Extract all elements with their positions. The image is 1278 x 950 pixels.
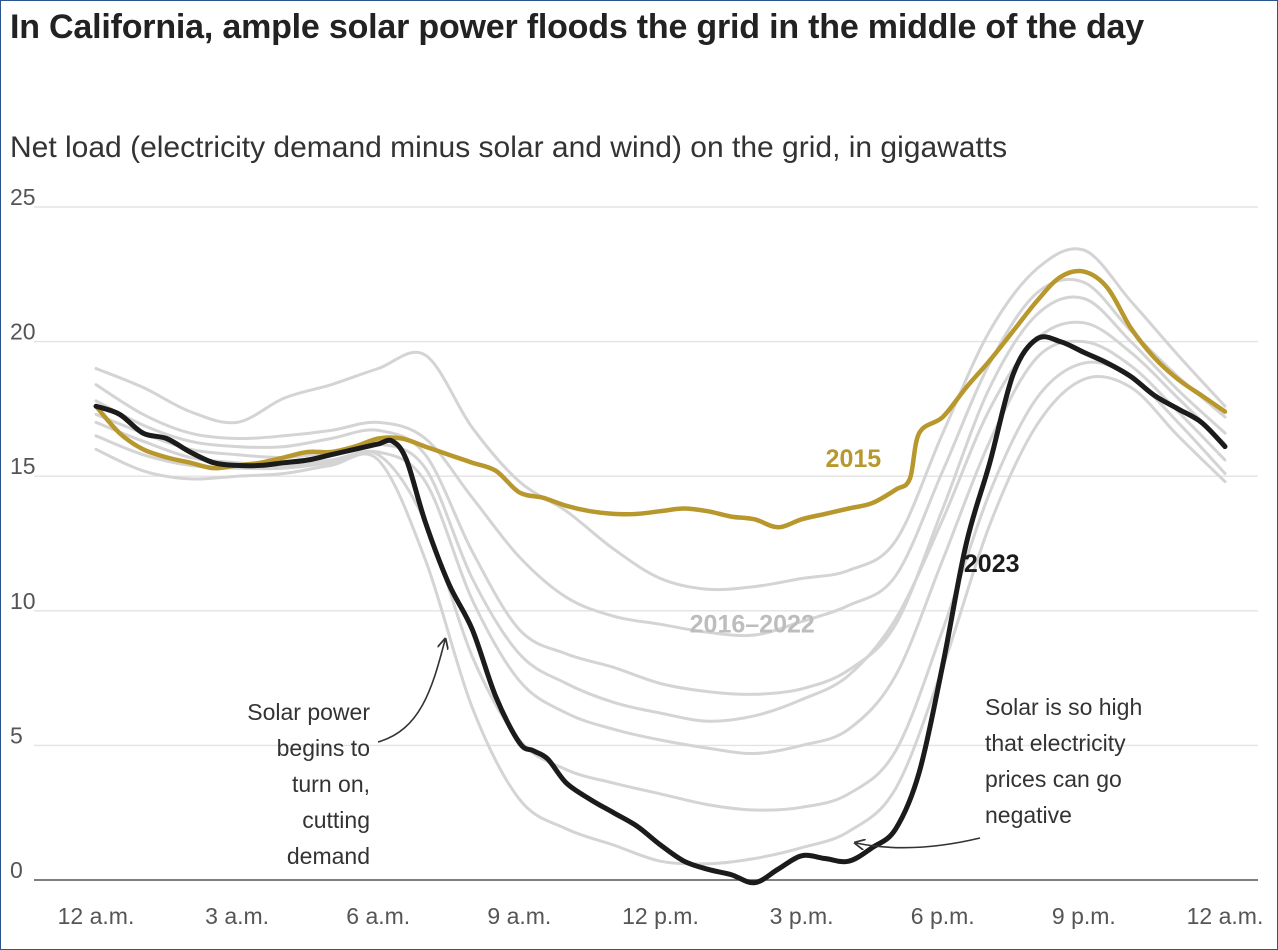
annotation-solar-turns-on: Solar power begins to turn on, cutting deman…	[247, 699, 370, 869]
series-line-2015	[93, 268, 1228, 530]
x-tick-label: 12 a.m.	[58, 903, 135, 929]
y-tick-label: 0	[10, 857, 23, 883]
y-axis-tick-labels: 0 5 10 15 20 25	[10, 184, 36, 883]
y-tick-label: 15	[10, 453, 36, 479]
chart-subtitle: Net load (electricity demand minus solar…	[10, 131, 1008, 164]
x-tick-label: 6 p.m.	[911, 903, 975, 929]
x-tick-label: 3 p.m.	[770, 903, 834, 929]
series-line-2016-2022-4	[94, 320, 1227, 723]
series-line-2016-2022-1	[94, 247, 1227, 592]
annotations: Solar power begins to turn on, cutting deman…	[247, 640, 1142, 869]
series-label-2016-2022: 2016–2022	[690, 610, 815, 638]
x-tick-label: 9 p.m.	[1052, 903, 1116, 929]
annotation-negative-prices: Solar is so high that electricity prices c…	[985, 694, 1142, 828]
series-labels: 2015 2023 2016–2022	[690, 445, 1020, 639]
x-tick-label: 12 p.m.	[622, 903, 699, 929]
series-line-2023	[93, 334, 1228, 886]
x-axis-tick-labels: 12 a.m. 3 a.m. 6 a.m. 9 a.m. 12 p.m. 3 p.m. 6 …	[58, 903, 1264, 929]
y-tick-label: 20	[10, 319, 36, 345]
y-tick-label: 10	[10, 588, 36, 614]
series-line-2016-2022-2	[94, 277, 1227, 638]
highlighted-series-lines	[93, 268, 1228, 886]
x-tick-label: 9 a.m.	[487, 903, 551, 929]
y-tick-label: 25	[10, 184, 36, 210]
chart-title: In California, ample solar power floods …	[10, 8, 1144, 46]
x-tick-label: 12 a.m.	[1187, 903, 1264, 929]
series-line-2016-2022-3	[94, 295, 1227, 696]
gridlines	[34, 206, 1258, 881]
series-label-2023: 2023	[964, 550, 1020, 578]
series-line-2016-2022-5	[94, 339, 1227, 756]
x-tick-label: 3 a.m.	[205, 903, 269, 929]
annotation-arrow-left	[377, 640, 445, 743]
series-line-2016-2022-7	[94, 375, 1227, 866]
x-tick-label: 6 a.m.	[346, 903, 410, 929]
annotation-arrow-right	[856, 837, 981, 848]
series-line-2016-2022-6	[94, 360, 1227, 812]
series-label-2015: 2015	[826, 445, 882, 473]
y-tick-label: 5	[10, 722, 23, 748]
